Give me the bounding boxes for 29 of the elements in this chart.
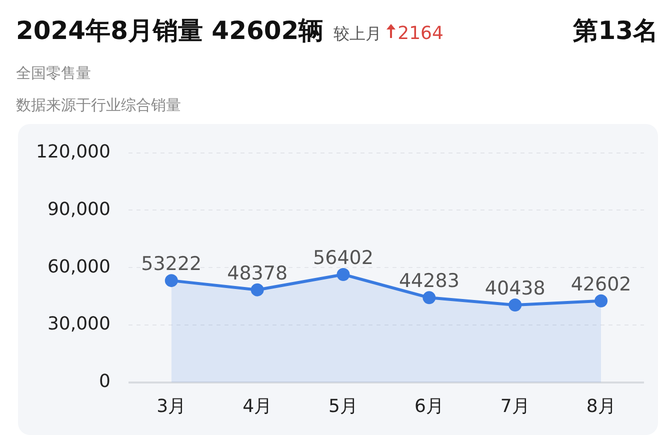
text: 2164 [398, 23, 444, 44]
point [594, 294, 608, 308]
y-tick-label: 60,000 [47, 256, 110, 278]
point [164, 274, 178, 288]
x-tick-label: 4月 [242, 396, 272, 417]
x-tick-label: 8月 [586, 396, 616, 417]
data-label: 44283 [398, 270, 460, 292]
x-tick-label: 6月 [414, 396, 444, 417]
text: 数据来源于行业综合销量 [16, 96, 181, 115]
text: 较上月 [334, 24, 382, 45]
x-tick-label: 5月 [328, 396, 358, 417]
chart-title: 2024年8月销量 42602辆 [16, 15, 324, 47]
y-tick-label: 0 [98, 371, 110, 392]
point [508, 298, 522, 312]
data-label: 40438 [484, 277, 546, 300]
y-tick-label: 90,000 [47, 198, 110, 220]
point [336, 268, 350, 281]
data-label: 42602 [570, 273, 632, 296]
point [250, 283, 264, 296]
x-tick-label: 7月 [500, 396, 530, 417]
y-tick-label: 120,000 [36, 141, 110, 162]
y-tick-label: 30,000 [47, 314, 110, 335]
data-label: 48378 [227, 262, 288, 284]
data-label: 53222 [141, 253, 202, 276]
point [422, 291, 436, 304]
x-tick-label: 3月 [156, 396, 186, 417]
text: 第13名 [573, 15, 658, 47]
data-label: 56402 [313, 246, 374, 269]
chart-subtitle: 全国零售量 [16, 64, 91, 83]
